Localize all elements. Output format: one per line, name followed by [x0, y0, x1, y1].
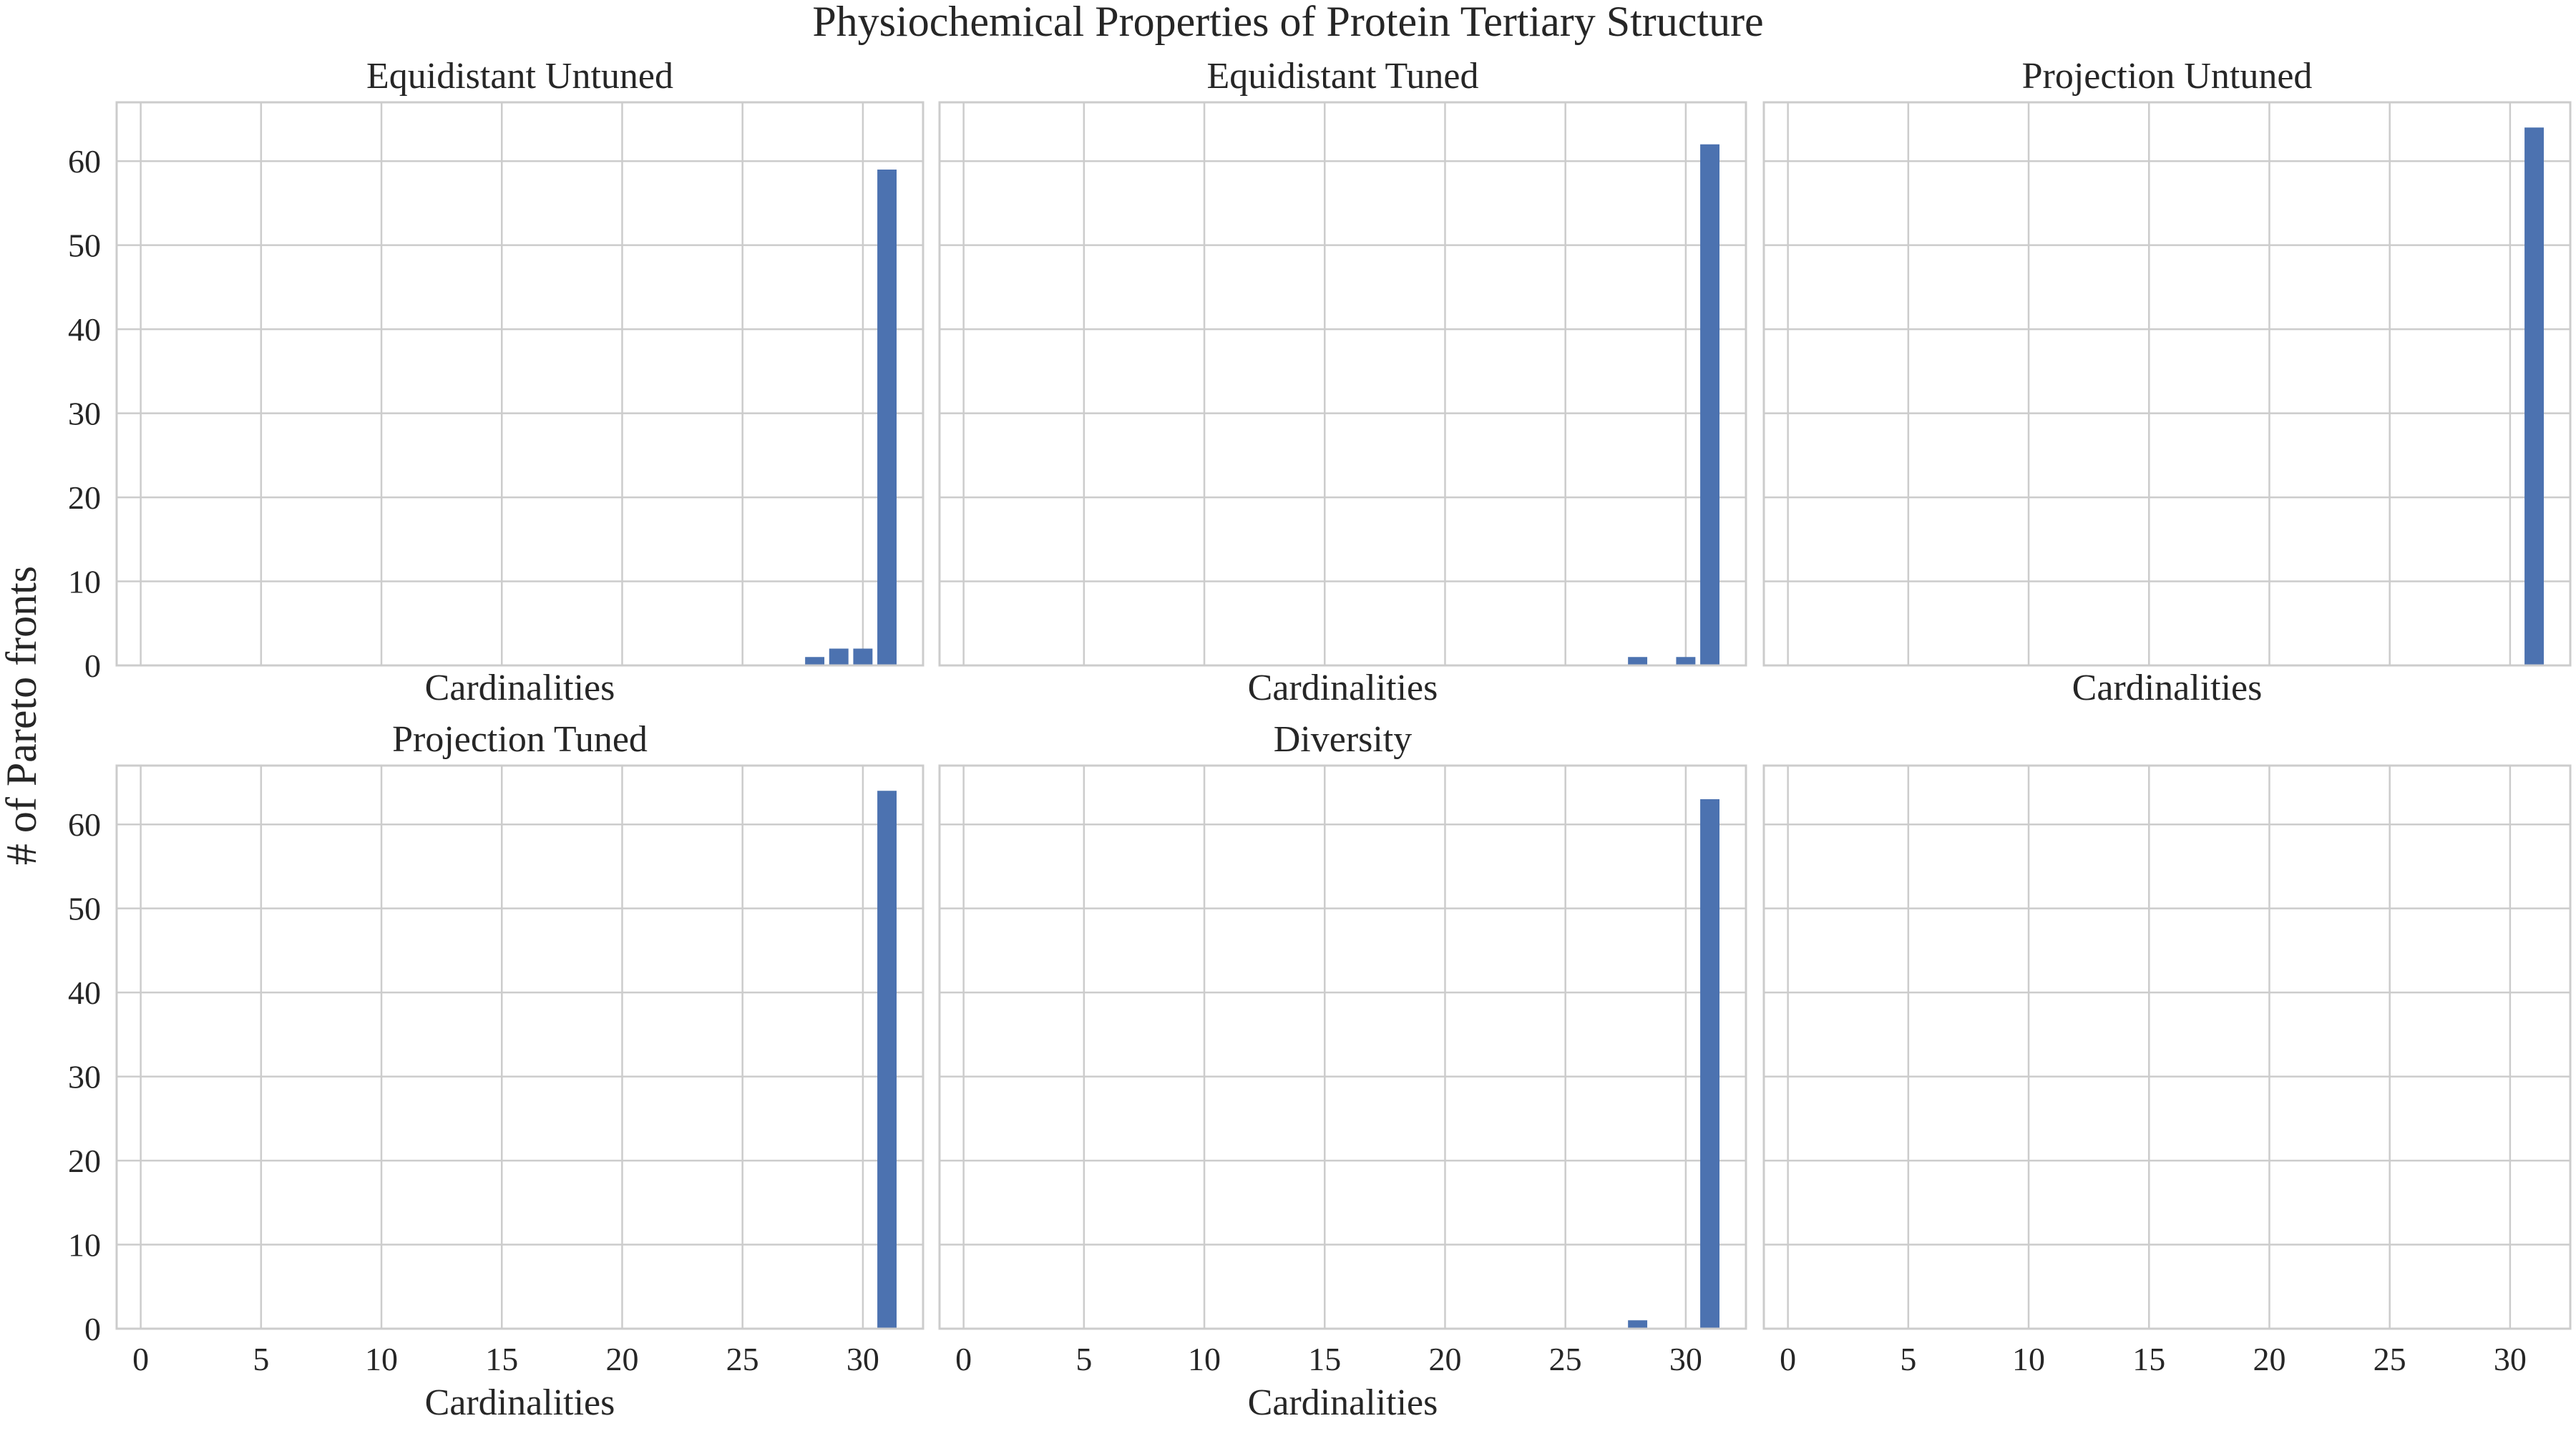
x-axis-label: Cardinalities [1248, 668, 1438, 708]
y-tick-label: 20 [68, 479, 101, 516]
x-tick-label: 20 [1428, 1341, 1461, 1377]
bar [877, 791, 897, 1329]
bar [1700, 144, 1719, 666]
x-tick-label: 5 [1075, 1341, 1092, 1377]
x-tick-label: 10 [2012, 1341, 2045, 1377]
x-axis-label: Cardinalities [2072, 668, 2263, 708]
bar [2524, 127, 2544, 666]
axes-frame [1762, 764, 2572, 1330]
axes-frame [115, 101, 924, 667]
y-tick-label: 60 [68, 143, 101, 180]
panel-title: Projection Untuned [2022, 56, 2313, 97]
y-tick-label: 60 [68, 806, 101, 843]
axes-frame [1762, 101, 2572, 667]
x-tick-label: 25 [726, 1341, 759, 1377]
x-tick-label: 30 [2494, 1341, 2527, 1377]
panel-title: Equidistant Untuned [366, 56, 673, 97]
panel-3: Projection Untuned Cardinalities [1762, 56, 2572, 708]
x-axis-label: Cardinalities [425, 1382, 615, 1423]
x-tick-label: 25 [1549, 1341, 1582, 1377]
y-tick-label: 0 [84, 648, 101, 684]
x-axis-label: Cardinalities [1248, 1382, 1438, 1423]
x-tick-label: 15 [2132, 1341, 2165, 1377]
y-tick-label: 50 [68, 228, 101, 264]
bar [877, 169, 897, 665]
x-axis-label: Cardinalities [425, 668, 615, 708]
bar [829, 648, 849, 665]
y-tick-label: 0 [84, 1311, 101, 1347]
x-tick-label: 15 [485, 1341, 518, 1377]
y-tick-label: 30 [68, 1059, 101, 1095]
y-tick-label: 40 [68, 975, 101, 1011]
panel-title: Equidistant Tuned [1207, 56, 1479, 97]
x-tick-label: 20 [2253, 1341, 2285, 1377]
y-tick-label: 50 [68, 891, 101, 927]
x-tick-label: 25 [2373, 1341, 2406, 1377]
y-tick-label: 40 [68, 311, 101, 348]
panel-2: Equidistant Tuned Cardinalities [938, 56, 1747, 708]
panel-6: 0 5 10 15 20 25 30 [1762, 764, 2572, 1377]
x-tick-label: 0 [955, 1341, 972, 1377]
bar [1628, 1320, 1648, 1329]
figure-title: Physiochemical Properties of Protein Ter… [812, 0, 1763, 45]
x-tick-label: 30 [1669, 1341, 1702, 1377]
x-tick-label: 10 [1188, 1341, 1221, 1377]
x-tick-label: 15 [1308, 1341, 1341, 1377]
x-tick-label: 5 [1900, 1341, 1916, 1377]
panel-4: 0 10 20 30 40 50 60 0 5 10 15 20 25 30 Projection Tune… [68, 719, 924, 1423]
bar [805, 657, 825, 665]
bar [853, 648, 873, 665]
panel-1: 0 10 20 30 40 50 60 Equidistant Untuned Cardinal… [68, 56, 924, 708]
bar [1676, 657, 1696, 665]
y-tick-label: 20 [68, 1143, 101, 1179]
panel-title: Projection Tuned [392, 719, 648, 760]
x-tick-label: 20 [605, 1341, 638, 1377]
bar [1628, 657, 1648, 665]
x-tick-label: 0 [1780, 1341, 1796, 1377]
x-tick-label: 5 [253, 1341, 269, 1377]
panel-title: Diversity [1274, 719, 1413, 760]
y-tick-label: 30 [68, 396, 101, 432]
axes-frame [938, 764, 1747, 1330]
bar [1700, 798, 1719, 1329]
figure-ylabel: # of Pareto fronts [0, 566, 45, 865]
y-tick-label: 10 [68, 564, 101, 600]
panel-5: 0 5 10 15 20 25 30 Diversity Cardinalities [938, 719, 1747, 1423]
x-tick-label: 30 [847, 1341, 879, 1377]
axes-frame [115, 764, 924, 1330]
x-tick-label: 10 [365, 1341, 398, 1377]
y-tick-label: 10 [68, 1227, 101, 1264]
x-tick-label: 0 [132, 1341, 149, 1377]
axes-frame [938, 101, 1747, 667]
